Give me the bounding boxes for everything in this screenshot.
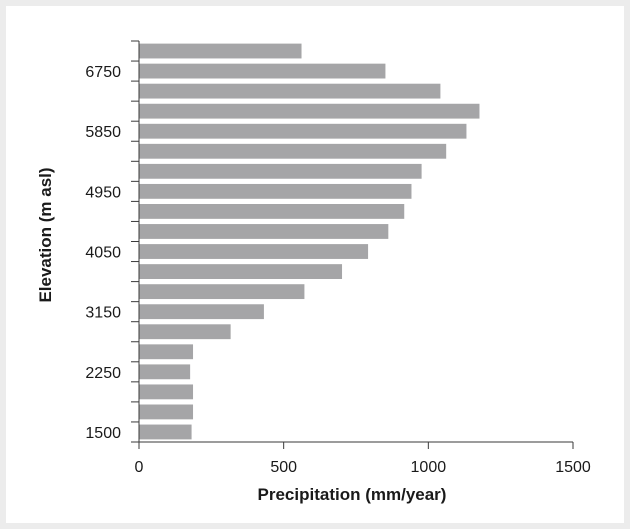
- bar-2850: [139, 324, 231, 340]
- bar-5550: [139, 143, 447, 159]
- bar-4650: [139, 204, 405, 219]
- y-tick-label: 4050: [85, 245, 121, 262]
- bar-6450: [139, 83, 441, 99]
- bar-3150: [139, 304, 264, 320]
- bar-3450: [139, 284, 305, 300]
- bar-7050: [139, 43, 302, 59]
- y-tick-label: 3150: [85, 305, 121, 322]
- y-tick-label: 2250: [85, 365, 121, 382]
- bar-2250: [139, 364, 191, 380]
- bar-5250: [139, 163, 422, 179]
- bar-4050: [139, 244, 369, 259]
- x-tick-label: 0: [135, 459, 144, 476]
- x-tick-label: 1500: [555, 459, 591, 476]
- bar-4950: [139, 183, 412, 199]
- y-axis-title: Elevation (m asl): [36, 167, 55, 302]
- y-ticks-group: 1500 2250 3150 4050 4950 5850 6750: [85, 40, 139, 443]
- bar-1950: [139, 384, 194, 400]
- y-tick-label: 5850: [85, 124, 121, 141]
- bar-5850: [139, 123, 467, 139]
- x-axis-title: Precipitation (mm/year): [258, 485, 447, 504]
- bar-6750: [139, 63, 386, 79]
- bar-4350: [139, 224, 389, 239]
- x-tick-label: 500: [270, 459, 297, 476]
- y-tick-label: 1500: [85, 425, 121, 442]
- bar-1500: [139, 424, 192, 440]
- x-ticks-group: 0 500 1000 1500: [135, 442, 591, 476]
- bar-3750: [139, 264, 343, 279]
- x-tick-label: 1000: [411, 459, 447, 476]
- bar-6150: [139, 103, 480, 119]
- y-tick-label: 6750: [85, 64, 121, 81]
- bar-2550: [139, 344, 194, 360]
- y-tick-label: 4950: [85, 184, 121, 201]
- bars-group: [139, 43, 480, 440]
- bar-1650: [139, 404, 194, 420]
